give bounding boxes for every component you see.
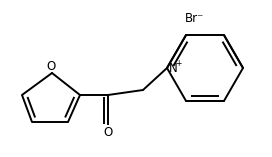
Text: Br⁻: Br⁻ [185,11,205,24]
Text: +: + [175,60,182,68]
Text: O: O [46,60,56,73]
Text: O: O [103,125,113,138]
Text: N: N [169,62,177,75]
